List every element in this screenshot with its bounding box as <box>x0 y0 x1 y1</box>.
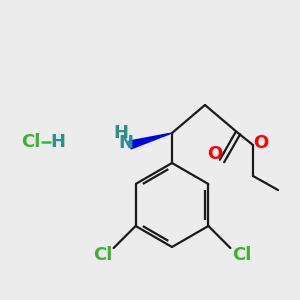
Text: H: H <box>50 133 65 151</box>
Text: Cl: Cl <box>93 246 112 264</box>
Text: H: H <box>113 124 128 142</box>
Text: O: O <box>207 145 223 163</box>
Polygon shape <box>129 133 172 149</box>
Text: O: O <box>254 134 268 152</box>
Text: N: N <box>118 134 134 152</box>
Text: Cl: Cl <box>232 246 251 264</box>
Text: Cl: Cl <box>21 133 41 151</box>
